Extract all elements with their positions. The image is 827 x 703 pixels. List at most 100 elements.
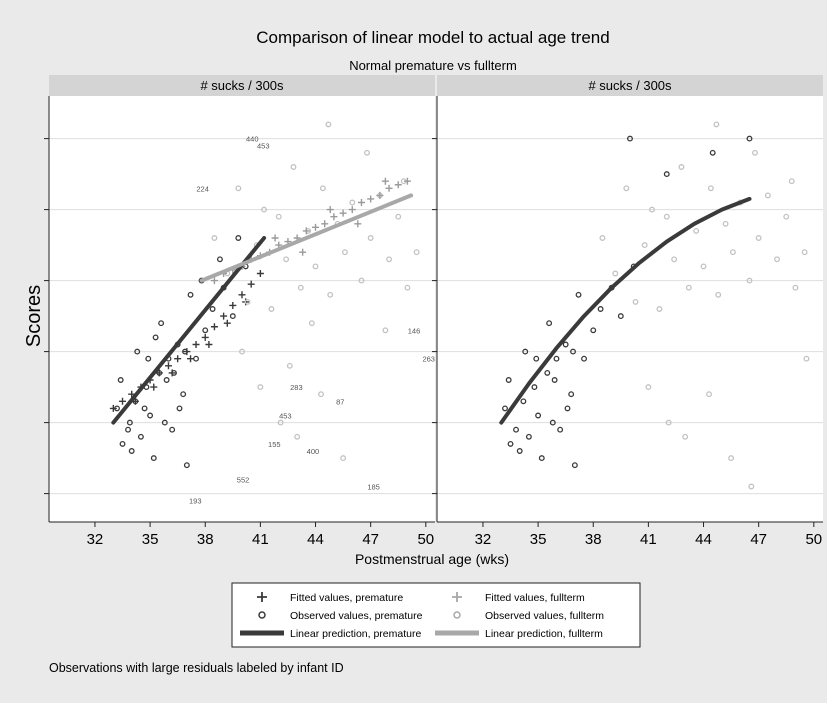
fitted-point bbox=[326, 206, 334, 214]
observed-point bbox=[211, 235, 218, 241]
observed-point bbox=[364, 149, 370, 156]
fitted-point bbox=[155, 369, 163, 377]
series-linear-prediction-premature bbox=[499, 196, 752, 425]
panel-strip bbox=[437, 75, 823, 96]
observed-point bbox=[755, 235, 762, 241]
observed-point bbox=[209, 306, 216, 312]
observed-point bbox=[685, 284, 692, 291]
fitted-point bbox=[312, 223, 320, 231]
observed-point bbox=[546, 320, 553, 327]
fitted-point bbox=[187, 355, 195, 363]
x-tick-label: 32 bbox=[475, 531, 492, 548]
x-tick-label: 32 bbox=[87, 531, 104, 548]
observed-point bbox=[752, 149, 758, 156]
observed-point bbox=[525, 433, 532, 440]
observed-point bbox=[261, 206, 268, 213]
legend-item: Observed values, fullterm bbox=[453, 610, 604, 622]
observed-point bbox=[656, 306, 663, 312]
observed-point bbox=[244, 298, 251, 305]
observed-point bbox=[516, 448, 523, 454]
observed-point bbox=[235, 185, 242, 192]
observed-point bbox=[746, 135, 753, 142]
series-observed-values-fullterm bbox=[599, 121, 810, 490]
observed-point bbox=[764, 192, 771, 199]
observed-point bbox=[520, 398, 527, 405]
fitted-point bbox=[168, 369, 176, 377]
fitted-point bbox=[201, 333, 209, 341]
observed-point bbox=[564, 405, 571, 412]
observed-point bbox=[235, 235, 242, 241]
fitted-point bbox=[220, 312, 228, 320]
observed-point bbox=[538, 455, 545, 462]
legend-box bbox=[231, 582, 641, 648]
fitted-point bbox=[385, 184, 393, 192]
x-tick-label: 44 bbox=[307, 531, 324, 548]
fitted-point bbox=[210, 323, 218, 331]
residual-id-label: 155 bbox=[268, 440, 281, 449]
legend-plus-icon bbox=[257, 592, 267, 602]
x-tick-label: 47 bbox=[750, 531, 767, 548]
observed-point bbox=[627, 135, 633, 142]
observed-point bbox=[187, 291, 194, 298]
legend-item: Fitted values, premature bbox=[257, 592, 403, 604]
fitted-point bbox=[321, 220, 329, 228]
fitted-point bbox=[223, 319, 231, 327]
observed-point bbox=[568, 391, 575, 398]
fitted-point bbox=[299, 248, 307, 256]
fitted-point bbox=[247, 280, 255, 288]
observed-point bbox=[216, 256, 223, 263]
observed-point bbox=[774, 256, 780, 263]
fitted-point bbox=[348, 206, 356, 214]
observed-point bbox=[163, 377, 170, 383]
observed-point bbox=[126, 419, 133, 426]
observed-point bbox=[783, 213, 790, 220]
fitted-point bbox=[381, 177, 389, 185]
fitted-point bbox=[109, 404, 117, 412]
observed-point bbox=[382, 327, 389, 334]
observed-point bbox=[125, 426, 131, 433]
observed-point bbox=[553, 355, 560, 362]
observed-point bbox=[722, 220, 729, 227]
observed-point bbox=[507, 440, 514, 447]
x-tick-label: 50 bbox=[805, 531, 822, 548]
observed-point bbox=[544, 369, 551, 376]
legend-label: Linear prediction, premature bbox=[290, 628, 421, 640]
x-axis-label: Postmenstrual age (wks) bbox=[355, 551, 509, 567]
prediction-line bbox=[499, 196, 752, 425]
observed-point bbox=[152, 334, 159, 341]
observed-point bbox=[176, 405, 183, 412]
observed-point bbox=[505, 377, 512, 383]
observed-point bbox=[404, 284, 411, 291]
observed-point bbox=[395, 213, 402, 220]
fitted-point bbox=[394, 181, 402, 189]
residual-id-label: 146 bbox=[408, 326, 421, 335]
observed-point bbox=[700, 263, 707, 270]
observed-point bbox=[665, 419, 672, 426]
legend-circle-icon bbox=[258, 611, 266, 619]
observed-point bbox=[349, 199, 356, 206]
observed-point bbox=[645, 384, 652, 391]
observed-point bbox=[502, 405, 508, 412]
observed-point bbox=[551, 377, 558, 383]
panel-strip bbox=[49, 75, 435, 96]
observed-point bbox=[801, 249, 808, 256]
observed-point bbox=[367, 235, 374, 241]
residual-id-label: 552 bbox=[237, 475, 250, 484]
observed-point bbox=[649, 206, 656, 213]
observed-point bbox=[134, 348, 141, 355]
fitted-point bbox=[210, 277, 218, 285]
observed-point bbox=[590, 327, 597, 334]
fitted-point bbox=[339, 209, 347, 217]
series-linear-prediction-premature bbox=[111, 236, 267, 425]
fitted-point bbox=[164, 362, 172, 370]
series-linear-prediction-fullterm bbox=[199, 193, 414, 283]
observed-point bbox=[202, 327, 209, 334]
residual-id-label: 453 bbox=[279, 412, 292, 421]
observed-point bbox=[617, 313, 624, 320]
residual-id-label: 453 bbox=[257, 142, 270, 151]
panel-2: # sucks / 300s 32 35 38 41 44 47 50 bbox=[432, 75, 823, 548]
observed-point bbox=[141, 405, 148, 412]
observed-point bbox=[729, 249, 736, 256]
observed-point bbox=[277, 419, 284, 426]
